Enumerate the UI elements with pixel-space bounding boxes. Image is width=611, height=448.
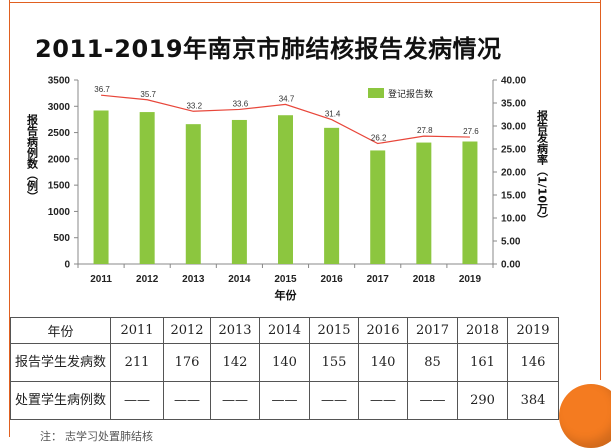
x-tick-label: 2015: [274, 274, 297, 285]
table-cell: 211: [110, 343, 164, 382]
data-label: 27.6: [463, 127, 479, 136]
legend-label: 登记报告数: [388, 88, 433, 100]
chart: 0 500 1000 1500 2000 2500 3000 3500 0.00 5.00 10.0…: [26, 76, 550, 303]
decorative-circle: [559, 384, 611, 448]
y-tick-label-right: 20.00: [501, 168, 526, 179]
table-header-cell: 2014: [259, 317, 310, 344]
y-tick-label-left: 500: [53, 233, 70, 244]
x-tick-label: 2012: [136, 274, 159, 285]
table-cell: 140: [358, 343, 408, 382]
y-tick-label-right: 40.00: [501, 76, 526, 87]
y-axis-label-left: 报告病例数（例）: [26, 113, 40, 202]
bar: [231, 119, 247, 264]
table-row-label: 处置学生病例数: [10, 381, 111, 420]
x-tick-label: 2019: [459, 274, 482, 285]
y-tick-label-right: 5.00: [501, 237, 521, 248]
table-header-cell: 2016: [358, 317, 408, 344]
table-cell: 85: [407, 343, 458, 382]
data-label: 35.7: [140, 90, 156, 99]
slide: 2011-2019年南京市肺结核报告发病情况 0 500 1000 1500 2000 2…: [9, 0, 611, 448]
x-tick-label: 2016: [320, 274, 343, 285]
table-row-label: 报告学生发病数: [10, 343, 111, 382]
y-tick-label-right: 25.00: [501, 145, 526, 156]
data-label: 34.7: [279, 94, 295, 103]
table-cell: ——: [407, 381, 458, 420]
table-cell: 146: [507, 343, 559, 382]
data-label: 36.7: [94, 85, 110, 94]
y-tick-label-left: 1500: [48, 181, 71, 192]
x-tick-label: 2018: [413, 274, 436, 285]
x-tick-label: 2013: [182, 274, 205, 285]
bar: [462, 141, 478, 264]
data-label: 27.8: [417, 126, 433, 135]
footer-note: 注： 志学习处置肺结核: [40, 431, 154, 443]
y-axis-label-right: 报告发病率（1/10万）: [536, 109, 550, 225]
bar: [139, 112, 155, 264]
data-label: 33.2: [186, 101, 202, 110]
y-tick-label-left: 3500: [48, 76, 71, 87]
bar: [370, 150, 386, 264]
x-tick-label: 2011: [90, 274, 112, 285]
y-tick-label-right: 35.00: [501, 99, 526, 110]
table-cell: ——: [358, 381, 408, 420]
table-header-cell: 2019: [507, 317, 559, 344]
table-cell: 176: [163, 343, 211, 382]
table-header-cell: 2012: [163, 317, 211, 344]
table-header-cell: 2013: [210, 317, 260, 344]
table-header-cell: 2018: [457, 317, 508, 344]
table-header-row: 年份 2011 2012 2013 2014 2015 2016 2017 20…: [10, 317, 559, 344]
table-header-cell: 2015: [309, 317, 359, 344]
y-tick-label-right: 15.00: [501, 191, 526, 202]
y-tick-label-right: 0.00: [501, 260, 521, 271]
data-label: 33.6: [233, 99, 249, 108]
table-cell: 384: [507, 381, 559, 420]
y-tick-label-left: 0: [64, 260, 70, 271]
table-cell: ——: [110, 381, 164, 420]
rate-line: [100, 94, 470, 145]
bar: [185, 124, 201, 264]
table-cell: ——: [259, 381, 310, 420]
page-border: [9, 0, 601, 437]
bar: [416, 142, 432, 264]
table-header-cell: 年份: [10, 317, 111, 344]
table-cell: ——: [309, 381, 359, 420]
bar: [324, 127, 340, 264]
bar: [278, 115, 293, 264]
table-cell: 140: [259, 343, 310, 382]
table-header-cell: 2011: [110, 317, 164, 344]
x-tick-label: 2017: [367, 274, 390, 285]
table-cell: 155: [309, 343, 359, 382]
y-tick-label-left: 1000: [48, 207, 71, 218]
y-tick-label-left: 2500: [48, 128, 71, 139]
table-cell: 290: [457, 381, 508, 420]
table-cell: ——: [163, 381, 211, 420]
data-label: 31.4: [325, 110, 341, 119]
y-tick-label-left: 3000: [48, 102, 71, 113]
y-tick-label-right: 10.00: [501, 214, 526, 225]
stats-table: 年份 2011 2012 2013 2014 2015 2016 2017 20…: [10, 317, 559, 420]
table-row: 处置学生病例数 —— —— —— —— —— —— —— 290 384: [10, 381, 559, 420]
table-header-cell: 2017: [407, 317, 458, 344]
table-row: 报告学生发病数 211 176 142 140 155 140 85 161 1…: [10, 343, 559, 382]
bar: [93, 110, 109, 265]
y-tick-label-left: 2000: [48, 154, 71, 165]
table-cell: ——: [210, 381, 260, 420]
table-cell: 142: [210, 343, 260, 382]
data-label: 26.2: [371, 133, 387, 142]
x-axis-label: 年份: [275, 288, 298, 302]
table-cell: 161: [457, 343, 508, 382]
y-tick-label-right: 30.00: [501, 122, 526, 133]
page-title: 2011-2019年南京市肺结核报告发病情况: [35, 35, 502, 63]
x-tick-label: 2014: [228, 274, 251, 285]
legend-swatch: [368, 88, 384, 98]
